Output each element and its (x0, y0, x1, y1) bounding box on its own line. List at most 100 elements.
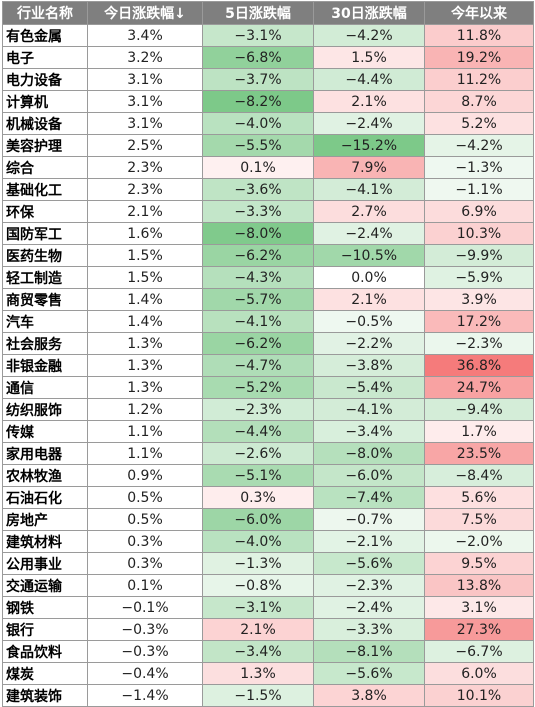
ytd-change-cell: 36.8% (424, 354, 534, 377)
5day-change-cell: −0.8% (202, 574, 314, 597)
today-change-cell: 3.1% (87, 68, 203, 91)
industry-name-cell: 煤炭 (2, 662, 88, 685)
5day-change-cell: 0.3% (202, 486, 314, 509)
industry-name-cell: 综合 (2, 156, 88, 179)
5day-change-cell: −1.5% (202, 684, 314, 707)
30day-change-cell: −0.7% (313, 508, 425, 531)
today-change-cell: 1.5% (87, 266, 203, 289)
30day-change-cell: 7.9% (313, 156, 425, 179)
industry-name-cell: 建筑装饰 (2, 684, 88, 707)
today-change-cell: 3.2% (87, 46, 203, 69)
ytd-change-cell: 9.5% (424, 552, 534, 575)
table-row: 环保 2.1% −3.3% 2.7% 6.9% (2, 200, 534, 223)
ytd-change-cell: 13.8% (424, 574, 534, 597)
ytd-change-cell: −5.9% (424, 266, 534, 289)
table-row: 机械设备 3.1% −4.0% −2.4% 5.2% (2, 112, 534, 135)
30day-change-cell: −4.1% (313, 178, 425, 201)
30day-change-cell: −4.1% (313, 398, 425, 421)
ytd-change-cell: 6.9% (424, 200, 534, 223)
table-row: 纺织服饰 1.2% −2.3% −4.1% −9.4% (2, 398, 534, 421)
ytd-change-cell: −6.7% (424, 640, 534, 663)
today-change-cell: 3.1% (87, 112, 203, 135)
30day-change-cell: −5.6% (313, 552, 425, 575)
ytd-change-cell: 24.7% (424, 376, 534, 399)
30day-change-cell: −7.4% (313, 486, 425, 509)
table-body: 有色金属 3.4% −3.1% −4.2% 11.8% 电子 3.2% −6.8% 1.5% 19… (2, 24, 534, 707)
table-row: 传媒 1.1% −4.4% −3.4% 1.7% (2, 420, 534, 443)
ytd-change-cell: −4.2% (424, 134, 534, 157)
header-row: 行业名称 今日涨跌幅↓ 5日涨跌幅 30日涨跌幅 今年以来 (2, 1, 534, 25)
industry-name-cell: 汽车 (2, 310, 88, 333)
5day-change-cell: −5.7% (202, 288, 314, 311)
industry-name-cell: 石油石化 (2, 486, 88, 509)
5day-change-cell: −5.1% (202, 464, 314, 487)
industry-name-cell: 家用电器 (2, 442, 88, 465)
ytd-change-cell: 6.0% (424, 662, 534, 685)
industry-name-cell: 环保 (2, 200, 88, 223)
ytd-change-cell: 19.2% (424, 46, 534, 69)
5day-change-cell: −4.7% (202, 354, 314, 377)
today-change-cell: −0.3% (87, 618, 203, 641)
ytd-change-cell: 7.5% (424, 508, 534, 531)
table-row: 美容护理 2.5% −5.5% −15.2% −4.2% (2, 134, 534, 157)
5day-change-cell: 1.3% (202, 662, 314, 685)
30day-change-cell: 2.1% (313, 90, 425, 113)
30day-change-cell: −5.4% (313, 376, 425, 399)
ytd-change-cell: 10.1% (424, 684, 534, 707)
5day-change-cell: −4.3% (202, 266, 314, 289)
today-change-cell: −0.1% (87, 596, 203, 619)
30day-change-cell: −6.0% (313, 464, 425, 487)
industry-name-cell: 有色金属 (2, 24, 88, 47)
industry-name-cell: 银行 (2, 618, 88, 641)
ytd-change-cell: 8.7% (424, 90, 534, 113)
today-change-cell: 0.5% (87, 508, 203, 531)
today-change-cell: 0.1% (87, 574, 203, 597)
5day-change-cell: −6.8% (202, 46, 314, 69)
header-ytd-change[interactable]: 今年以来 (424, 1, 534, 25)
today-change-cell: 3.1% (87, 90, 203, 113)
industry-name-cell: 国防军工 (2, 222, 88, 245)
header-5day-change[interactable]: 5日涨跌幅 (202, 1, 314, 25)
30day-change-cell: −8.1% (313, 640, 425, 663)
table-row: 农林牧渔 0.9% −5.1% −6.0% −8.4% (2, 464, 534, 487)
industry-name-cell: 商贸零售 (2, 288, 88, 311)
30day-change-cell: −0.5% (313, 310, 425, 333)
today-change-cell: 2.3% (87, 156, 203, 179)
30day-change-cell: −5.6% (313, 662, 425, 685)
table-row: 食品饮料 −0.3% −3.4% −8.1% −6.7% (2, 640, 534, 663)
industry-name-cell: 食品饮料 (2, 640, 88, 663)
30day-change-cell: −3.4% (313, 420, 425, 443)
table-row: 银行 −0.3% 2.1% −3.3% 27.3% (2, 618, 534, 641)
industry-name-cell: 通信 (2, 376, 88, 399)
today-change-cell: −0.4% (87, 662, 203, 685)
5day-change-cell: −3.4% (202, 640, 314, 663)
today-change-cell: 2.1% (87, 200, 203, 223)
ytd-change-cell: −1.1% (424, 178, 534, 201)
30day-change-cell: −10.5% (313, 244, 425, 267)
30day-change-cell: −3.8% (313, 354, 425, 377)
header-30day-change[interactable]: 30日涨跌幅 (313, 1, 425, 25)
30day-change-cell: 2.1% (313, 288, 425, 311)
industry-name-cell: 交通运输 (2, 574, 88, 597)
ytd-change-cell: −9.4% (424, 398, 534, 421)
ytd-change-cell: 3.9% (424, 288, 534, 311)
5day-change-cell: 0.1% (202, 156, 314, 179)
5day-change-cell: −6.2% (202, 332, 314, 355)
ytd-change-cell: 11.8% (424, 24, 534, 47)
table-row: 计算机 3.1% −8.2% 2.1% 8.7% (2, 90, 534, 113)
table-row: 国防军工 1.6% −8.0% −2.4% 10.3% (2, 222, 534, 245)
5day-change-cell: −2.3% (202, 398, 314, 421)
table-row: 建筑材料 0.3% −4.0% −2.1% −2.0% (2, 530, 534, 553)
industry-name-cell: 非银金融 (2, 354, 88, 377)
5day-change-cell: −3.1% (202, 596, 314, 619)
today-change-cell: 0.5% (87, 486, 203, 509)
30day-change-cell: 1.5% (313, 46, 425, 69)
30day-change-cell: −2.2% (313, 332, 425, 355)
today-change-cell: 0.9% (87, 464, 203, 487)
header-today-change[interactable]: 今日涨跌幅↓ (87, 1, 203, 25)
ytd-change-cell: 3.1% (424, 596, 534, 619)
industry-name-cell: 社会服务 (2, 332, 88, 355)
today-change-cell: 1.2% (87, 398, 203, 421)
5day-change-cell: −2.6% (202, 442, 314, 465)
30day-change-cell: −4.4% (313, 68, 425, 91)
